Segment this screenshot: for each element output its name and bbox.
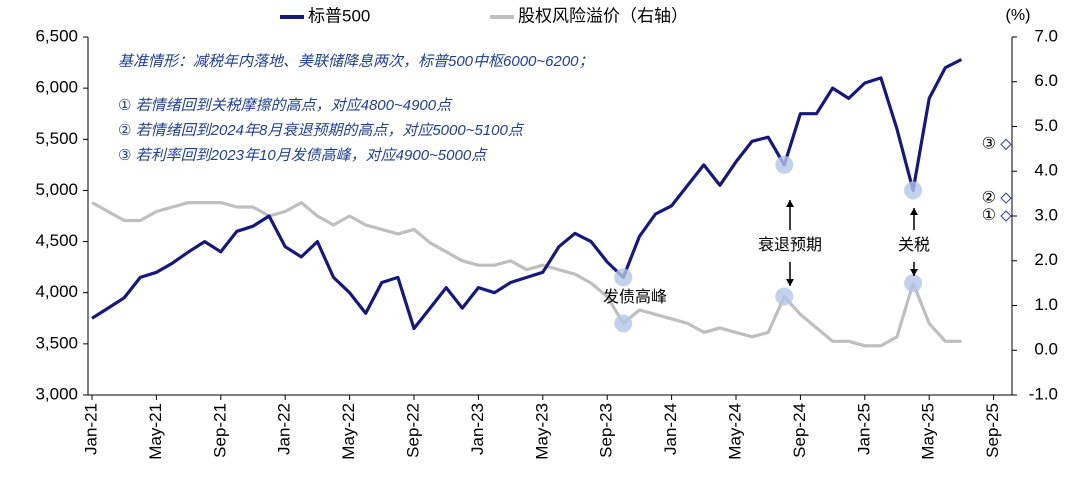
x-tick-label: May-25 xyxy=(919,403,938,460)
x-tick-label: May-21 xyxy=(146,403,165,460)
y2-tick-label: 3.0 xyxy=(1034,205,1058,224)
x-tick-label: Jan-21 xyxy=(81,403,100,455)
legend-label: 股权风险溢价（右轴） xyxy=(518,6,688,25)
arrow-head xyxy=(910,208,918,215)
x-tick-label: Jan-24 xyxy=(661,403,680,455)
y-tick-label: 5,000 xyxy=(35,180,78,199)
series-line xyxy=(91,58,963,331)
arrow-head xyxy=(910,269,918,276)
note: ③ 若利率回到2023年10月发债高峰，对应4900~5000点 xyxy=(118,147,488,164)
note: ① 若情绪回到关税摩擦的高点，对应4800~4900点 xyxy=(118,97,453,114)
marker-label: ② xyxy=(982,189,996,206)
event-label: 衰退预期 xyxy=(758,236,822,254)
y-tick-label: 5,500 xyxy=(35,129,78,148)
series-line xyxy=(91,201,962,348)
x-tick-label: Sep-24 xyxy=(790,403,809,458)
y2-tick-label: 1.0 xyxy=(1034,295,1058,314)
y2-tick-label: 6.0 xyxy=(1034,71,1058,90)
marker xyxy=(1000,192,1012,204)
highlight xyxy=(614,314,633,333)
y2-tick-label: 5.0 xyxy=(1034,116,1058,135)
y-tick-label: 3,000 xyxy=(35,384,78,403)
x-tick-label: Sep-22 xyxy=(403,403,422,458)
x-tick-label: Jan-23 xyxy=(468,403,487,455)
y-tick-label: 3,500 xyxy=(35,333,78,352)
x-tick-label: May-22 xyxy=(339,403,358,460)
highlight xyxy=(775,155,794,174)
y-tick-label: 4,000 xyxy=(35,282,78,301)
x-tick-label: Sep-23 xyxy=(597,403,616,458)
event-label: 发债高峰 xyxy=(603,288,667,306)
y2-tick-label: -1.0 xyxy=(1029,384,1058,403)
x-tick-label: May-24 xyxy=(725,403,744,460)
highlight xyxy=(775,287,794,306)
highlight xyxy=(904,181,923,200)
unit-label: (%) xyxy=(1006,7,1031,24)
y2-tick-label: 7.0 xyxy=(1034,26,1058,45)
x-tick-label: May-23 xyxy=(532,403,551,460)
y-tick-label: 6,000 xyxy=(35,78,78,97)
y2-tick-label: 2.0 xyxy=(1034,250,1058,269)
x-tick-label: Sep-25 xyxy=(983,403,1002,458)
legend-label: 标普500 xyxy=(308,6,370,25)
x-tick-label: Jan-22 xyxy=(275,403,294,455)
y-tick-label: 4,500 xyxy=(35,231,78,250)
y2-tick-label: 0.0 xyxy=(1034,340,1058,359)
highlight xyxy=(904,274,923,293)
y-tick-label: 6,500 xyxy=(35,26,78,45)
note: ② 若情绪回到2024年8月衰退预期的高点，对应5000~5100点 xyxy=(118,122,525,139)
x-tick-label: Jan-25 xyxy=(854,403,873,455)
x-tick-label: Sep-21 xyxy=(210,403,229,458)
marker-label: ③ xyxy=(982,136,996,153)
y2-tick-label: 4.0 xyxy=(1034,161,1058,180)
highlight xyxy=(614,268,633,287)
marker xyxy=(1000,138,1012,151)
marker-label: ① xyxy=(982,207,996,224)
note: 基准情形：减税年内落地、美联储降息两次，标普500中枢6000~6200； xyxy=(118,53,594,70)
arrow-head xyxy=(786,200,794,207)
marker xyxy=(1000,210,1012,222)
arrow-head xyxy=(786,279,794,286)
event-label: 关税 xyxy=(898,236,930,254)
